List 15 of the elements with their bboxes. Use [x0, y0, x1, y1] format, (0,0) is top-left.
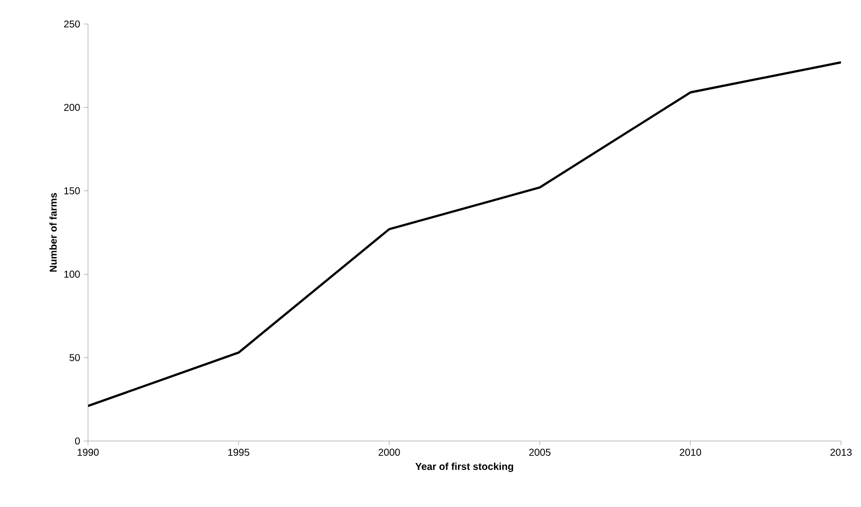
x-tick-label: 2005: [529, 448, 550, 456]
y-tick-label: 150: [64, 187, 80, 194]
y-tick-label: 50: [70, 354, 80, 362]
x-tick-label: 2013: [830, 448, 852, 456]
line-series: [88, 61, 842, 408]
x-axis-title: Year of first stocking: [415, 462, 514, 472]
y-tick-label: 200: [64, 104, 80, 111]
x-tick-label: 1995: [228, 448, 250, 456]
x-tick-label: 1990: [78, 448, 99, 456]
x-tick-label: 2000: [378, 448, 400, 456]
y-tick-label: 100: [64, 270, 80, 278]
x-tick-label: 2010: [680, 448, 702, 456]
y-tick-label: 250: [64, 20, 80, 28]
y-tick-label: 0: [75, 437, 80, 445]
y-axis-title: Number of farms: [49, 193, 57, 272]
